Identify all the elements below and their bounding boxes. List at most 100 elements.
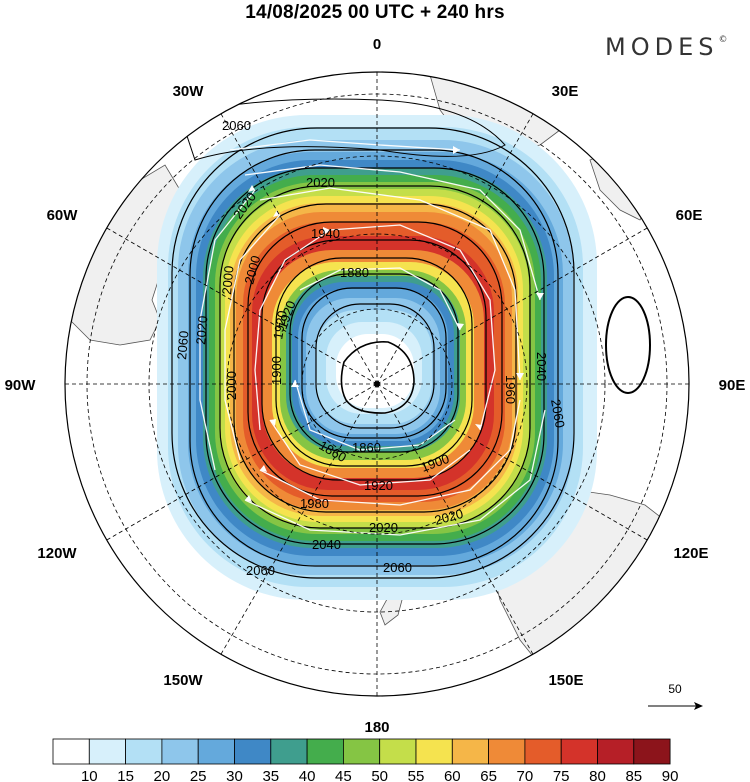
colorbar-tick-label: 40 bbox=[299, 768, 316, 782]
colorbar-swatch bbox=[125, 738, 163, 765]
colorbar-tick-label: 10 bbox=[81, 768, 98, 782]
colorbar-tick-label: 90 bbox=[662, 768, 679, 782]
contour-2000 bbox=[219, 185, 531, 529]
contour-1980 bbox=[233, 203, 517, 513]
lon-label-60e: 60E bbox=[676, 207, 703, 224]
colorbar-tick-label: 85 bbox=[625, 768, 642, 782]
colorbar: 10 15 20 25 30 35 40 45 50 55 60 65 70 75 80 85 90 bbox=[52, 738, 679, 782]
lon-label-120e: 120E bbox=[673, 545, 708, 562]
contour-label: 1980 bbox=[300, 496, 329, 511]
geopotential-contours bbox=[171, 98, 651, 579]
colorbar-swatch bbox=[415, 738, 453, 765]
lon-label-180: 180 bbox=[364, 719, 389, 736]
colorbar-tick-label: 75 bbox=[553, 768, 570, 782]
contour-1940 bbox=[261, 239, 487, 481]
colorbar-tick-label: 20 bbox=[154, 768, 171, 782]
map-disk bbox=[65, 72, 689, 696]
contour-label: 2020 bbox=[193, 315, 210, 345]
south-pole-marker bbox=[374, 381, 380, 387]
contour-2060 bbox=[171, 127, 575, 579]
meridian-120e bbox=[376, 383, 648, 541]
wind-streamline bbox=[244, 409, 546, 536]
wind-streamline bbox=[269, 419, 471, 486]
contour-label: 2020 bbox=[433, 506, 465, 528]
lon-label-90e: 90E bbox=[719, 377, 746, 394]
lon-label-90w: 90W bbox=[5, 377, 37, 394]
meridian-150e bbox=[376, 383, 534, 655]
colorbar-swatch bbox=[451, 738, 489, 765]
meridian-150w bbox=[220, 383, 378, 655]
colorbar-swatch bbox=[270, 738, 308, 765]
contour-polar-low bbox=[340, 341, 415, 414]
arrowhead bbox=[456, 323, 464, 330]
contour-label: 2000 bbox=[241, 254, 263, 286]
reference-vector-head bbox=[694, 702, 703, 710]
wind-streamline bbox=[259, 399, 521, 506]
colorbar-swatch bbox=[88, 738, 127, 765]
contour-label: 2020 bbox=[306, 175, 335, 190]
contour-1900 bbox=[289, 273, 459, 453]
wind-vectors bbox=[199, 139, 546, 536]
arrowhead bbox=[516, 373, 524, 380]
colorbar-swatch bbox=[342, 738, 381, 765]
contour-label: 1920 bbox=[364, 478, 393, 493]
meridian-60e bbox=[376, 227, 648, 385]
colorbar-swatch bbox=[633, 738, 671, 765]
colorbar-tick-label: 80 bbox=[589, 768, 606, 782]
map-boundary bbox=[64, 71, 690, 697]
contour-label: 2060 bbox=[222, 118, 251, 133]
lon-label-60w: 60W bbox=[47, 207, 79, 224]
arrowhead bbox=[536, 293, 544, 300]
colorbar-tick-label: 55 bbox=[408, 768, 425, 782]
contour-closed-high bbox=[605, 296, 651, 394]
reference-vector: 50 bbox=[648, 682, 703, 710]
colorbar-swatch bbox=[597, 738, 635, 765]
contour-label: 2060 bbox=[174, 330, 191, 360]
contour-2080-outer bbox=[179, 98, 506, 161]
arrowhead bbox=[323, 227, 330, 234]
arrowhead bbox=[291, 380, 299, 387]
wind-arrowheads bbox=[245, 146, 544, 502]
contour-label: 1940 bbox=[311, 226, 340, 241]
wind-streamline bbox=[199, 189, 256, 471]
wind-streamline bbox=[294, 379, 456, 451]
colorbar-swatch bbox=[524, 738, 562, 765]
meridian-60w bbox=[106, 227, 378, 385]
colorbar-tick-label: 50 bbox=[371, 768, 388, 782]
latitude-circle bbox=[301, 308, 453, 460]
contour-label: 1960 bbox=[503, 375, 518, 404]
lon-label-120w: 120W bbox=[37, 545, 77, 562]
contour-2020 bbox=[205, 167, 545, 545]
colorbar-tick-label: 35 bbox=[262, 768, 279, 782]
wind-streamline bbox=[229, 139, 461, 151]
meridian-120w bbox=[106, 383, 378, 541]
colorbar-tick-label: 25 bbox=[190, 768, 207, 782]
arrowhead bbox=[245, 495, 252, 502]
contour-1860 bbox=[315, 303, 435, 429]
colorbar-swatch bbox=[488, 738, 526, 765]
wind-streamline bbox=[329, 224, 496, 431]
contour-label: 1900 bbox=[269, 356, 284, 385]
brand-copyright-mark: © bbox=[718, 35, 728, 45]
contour-label: 2020 bbox=[369, 520, 398, 535]
contour-1960 bbox=[247, 221, 503, 497]
arrowhead bbox=[475, 424, 482, 430]
contour-label: 2060 bbox=[246, 563, 275, 578]
colorbar-tick-label: 15 bbox=[117, 768, 134, 782]
arrowhead bbox=[270, 419, 276, 426]
shade-10-core bbox=[336, 334, 414, 408]
brand-logo: MODES© bbox=[605, 33, 727, 61]
colorbar-tick-label: 45 bbox=[335, 768, 352, 782]
colorbar-swatch bbox=[52, 738, 90, 765]
colorbar-swatch bbox=[234, 738, 272, 765]
page-title: 14/08/2025 00 UTC + 240 hrs bbox=[245, 2, 505, 23]
meridian-30w bbox=[220, 113, 378, 385]
arrowhead bbox=[260, 465, 267, 472]
contour-label: 1920 bbox=[270, 309, 290, 340]
reference-vector-label: 50 bbox=[668, 682, 682, 696]
colorbar-tick-label: 70 bbox=[517, 768, 534, 782]
colorbar-swatch bbox=[197, 738, 235, 765]
colorbar-swatch bbox=[560, 738, 598, 765]
contour-label: 2000 bbox=[224, 371, 239, 400]
